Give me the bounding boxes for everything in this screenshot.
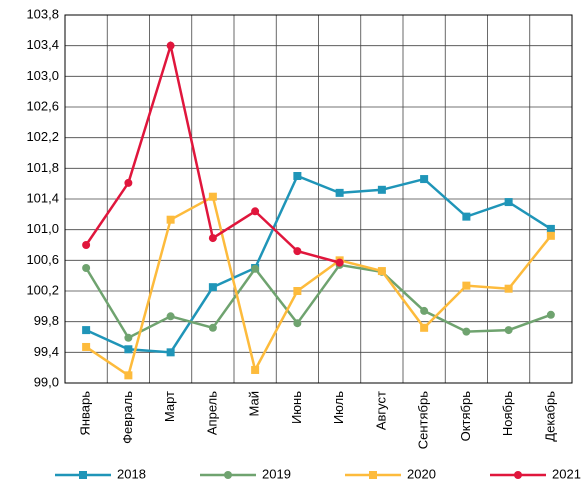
marker	[546, 224, 555, 233]
x-tick-label: Май	[247, 391, 262, 416]
x-tick-label: Июль	[331, 391, 346, 424]
legend-label: 2020	[407, 466, 436, 481]
y-tick-label: 101,4	[26, 190, 59, 205]
marker	[224, 471, 232, 479]
marker	[166, 312, 175, 321]
marker	[82, 342, 91, 351]
marker	[514, 471, 522, 479]
marker	[420, 175, 429, 184]
y-tick-label: 101,0	[26, 221, 59, 236]
x-tick-label: Апрель	[204, 391, 219, 435]
marker	[546, 310, 555, 319]
marker	[420, 323, 429, 332]
x-tick-label: Февраль	[120, 391, 135, 444]
marker	[462, 327, 471, 336]
marker	[377, 267, 386, 276]
series-line	[85, 263, 552, 340]
marker	[124, 345, 133, 354]
marker	[369, 471, 377, 479]
marker	[166, 41, 175, 50]
x-tick-label: Август	[373, 391, 388, 430]
y-tick-label: 103,8	[26, 6, 59, 21]
marker	[335, 188, 344, 197]
plot-border	[64, 14, 573, 384]
y-tick-label: 99,4	[34, 344, 59, 359]
marker	[251, 207, 260, 216]
marker	[208, 234, 217, 243]
y-tick-label: 103,4	[26, 37, 59, 52]
series-line	[85, 174, 552, 354]
marker	[335, 258, 344, 267]
x-tick-label: Март	[162, 391, 177, 422]
x-tick-label: Январь	[78, 391, 93, 436]
legend-label: 2019	[262, 466, 291, 481]
y-tick-label: 100,6	[26, 252, 59, 267]
marker	[546, 231, 555, 240]
marker	[124, 371, 133, 380]
y-tick-label: 102,2	[26, 129, 59, 144]
marker	[208, 323, 217, 332]
marker	[293, 287, 302, 295]
x-tick-label: Ноябрь	[500, 391, 515, 436]
marker	[208, 192, 217, 201]
marker	[124, 333, 133, 342]
marker	[82, 326, 91, 335]
y-tick-label: 103,0	[26, 68, 59, 83]
y-tick-label: 99,0	[34, 374, 59, 389]
marker	[420, 306, 429, 315]
marker	[166, 215, 175, 224]
marker	[462, 281, 471, 290]
x-tick-label: Сентябрь	[416, 391, 431, 449]
legend-label: 2018	[117, 466, 146, 481]
marker	[293, 247, 302, 256]
x-tick-label: Июнь	[289, 391, 304, 424]
marker	[251, 264, 260, 273]
marker	[504, 198, 513, 207]
series-line	[85, 40, 340, 264]
x-tick-label: Декабрь	[542, 391, 557, 442]
marker	[293, 172, 302, 180]
y-tick-label: 99,8	[34, 313, 59, 328]
marker	[124, 178, 133, 187]
marker	[208, 283, 217, 292]
marker	[82, 241, 91, 249]
marker	[504, 284, 513, 293]
x-tick-label: Октябрь	[458, 391, 473, 442]
marker	[251, 365, 260, 374]
marker	[166, 348, 175, 357]
marker	[462, 212, 471, 221]
series-line	[85, 194, 552, 378]
marker	[82, 264, 91, 272]
marker	[504, 326, 513, 335]
marker	[377, 185, 386, 194]
y-tick-label: 100,2	[26, 282, 59, 297]
marker	[293, 319, 302, 328]
y-tick-label: 101,8	[26, 160, 59, 175]
legend-label: 2021	[552, 466, 581, 481]
y-tick-label: 102,6	[26, 98, 59, 113]
marker	[79, 471, 87, 479]
